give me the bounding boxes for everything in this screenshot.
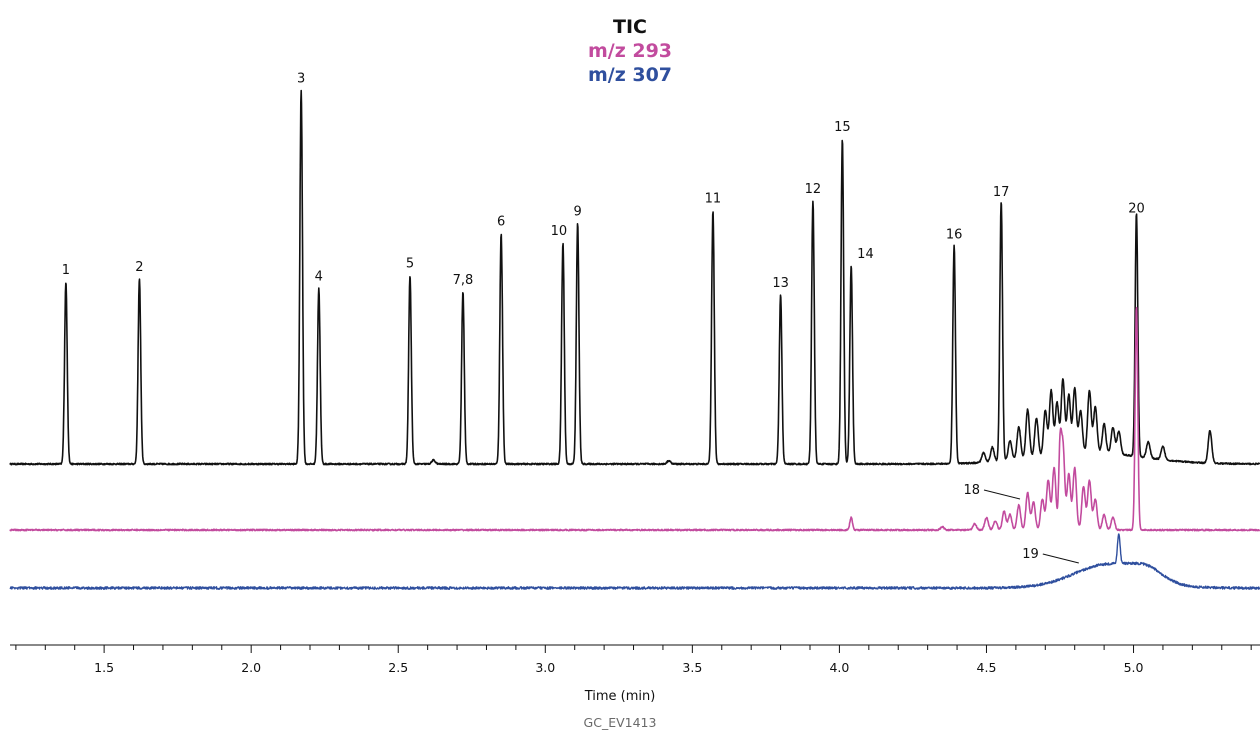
peak-label-0-3: 4	[315, 270, 323, 285]
peak-label-0-1: 2	[135, 260, 143, 275]
x-axis: 1.5 2.0 2.5 3.0 3.5 4.0 4.5 5.0	[10, 644, 1260, 675]
peak-label-0-12: 15	[834, 120, 851, 135]
peak-label-0-16: 20	[1128, 201, 1145, 216]
x-tick-label: 1.5	[94, 660, 114, 675]
legend-tic: TIC	[613, 16, 647, 38]
peak-label-0-4: 5	[406, 257, 414, 272]
peak-label-0-5: 7,8	[453, 273, 474, 288]
peak-label-0-2: 3	[297, 71, 305, 86]
peak-label-0-11: 12	[805, 182, 822, 197]
peak-label-0-6: 6	[497, 214, 505, 229]
x-tick-label: 2.5	[388, 660, 408, 675]
peak-label-0-14: 16	[946, 227, 963, 242]
legend-mz307: m/z 307	[587, 64, 673, 86]
peak-label-0-9: 11	[705, 192, 722, 207]
x-tick-label: 4.0	[829, 660, 849, 675]
trace-line-1	[9, 89, 1260, 466]
trace-line-3	[9, 533, 1260, 590]
peak-label-0-7: 10	[551, 224, 568, 239]
x-tick-label: 5.0	[1124, 660, 1144, 675]
peak-label-0-0: 1	[62, 263, 70, 278]
peak-leader-line-2	[1042, 553, 1079, 564]
peak-label-0-15: 17	[993, 185, 1010, 200]
x-tick-label: 3.0	[535, 660, 555, 675]
peak-label-2-0: 19	[1022, 547, 1039, 562]
x-tick-label: 4.5	[977, 660, 997, 675]
x-tick-label: 2.0	[241, 660, 261, 675]
peak-label-1-1: 18	[963, 483, 980, 498]
peak-label-0-13: 14	[857, 247, 874, 262]
peak-leader-line-1	[983, 489, 1021, 500]
peak-label-0-10: 13	[772, 276, 789, 291]
x-tick-label: 3.5	[682, 660, 702, 675]
trace-line-2	[9, 306, 1260, 532]
image-code: GC_EV1413	[584, 715, 657, 730]
peak-label-0-8: 9	[574, 205, 582, 220]
legend-mz293: m/z 293	[587, 40, 673, 62]
traces-group	[9, 89, 1260, 590]
x-axis-title: Time (min)	[584, 689, 656, 704]
